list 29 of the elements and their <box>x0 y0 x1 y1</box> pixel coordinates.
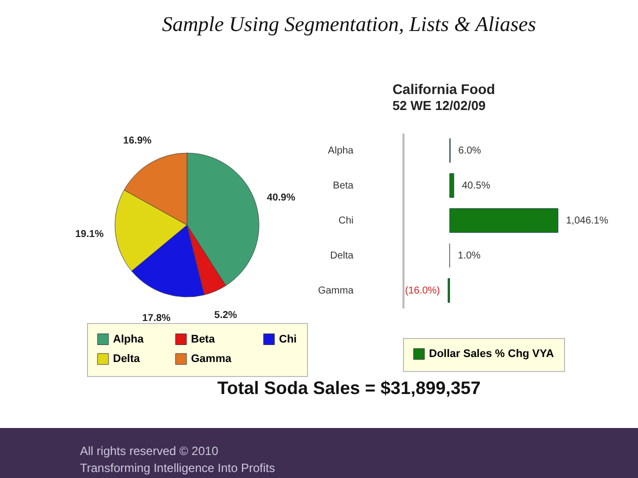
y-tick-label: Delta <box>330 250 354 262</box>
text: All rights reserved © 2010 <box>80 444 218 458</box>
text: Sample Using Segmentation, Lists & Aliases <box>160 12 538 37</box>
data-label: 16.9% <box>123 136 152 147</box>
data-label: 17.8% <box>142 313 171 324</box>
chart-subtitle: 52 WE 12/02/09 <box>392 98 486 113</box>
data-label: (16.0%) <box>404 286 440 296</box>
bar <box>449 208 558 233</box>
y-tick-label: Beta <box>332 180 354 192</box>
data-label: 40.5% <box>462 180 490 192</box>
data-label: 19.1% <box>75 229 104 240</box>
data-label: 1,046.1% <box>566 216 608 226</box>
legend-label: Beta <box>191 333 216 346</box>
data-label: 6.0% <box>458 146 482 156</box>
legend-label: Delta <box>113 353 141 365</box>
y-tick-label: Gamma <box>318 286 354 296</box>
data-label: 5.2% <box>214 310 238 322</box>
text: Transforming Intelligence Into Profits <box>80 461 275 475</box>
legend-label: Chi <box>279 333 297 346</box>
y-tick-label: Alpha <box>328 146 354 156</box>
data-label: 40.9% <box>266 192 296 204</box>
text: Total Soda Sales = $31,899,357 <box>216 378 482 399</box>
legend-label: Gamma <box>191 353 232 365</box>
data-label: 1.0% <box>458 250 481 262</box>
chart-title: California Food <box>392 81 496 97</box>
legend-label: Dollar Sales % Chg VYA <box>429 348 554 360</box>
y-tick-label: Chi <box>338 216 354 226</box>
bar <box>449 173 454 198</box>
legend-label: Alpha <box>113 333 144 346</box>
